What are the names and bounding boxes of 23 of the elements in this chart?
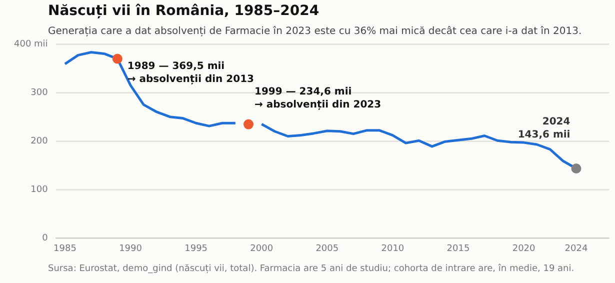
annotation: 2024 143,6 mii xyxy=(518,116,570,140)
x-tick-label: 2005 xyxy=(316,244,339,254)
annotation: 1989 — 369,5 mii → absolvenții din 2013 xyxy=(127,60,254,85)
y-tick-label: 300 xyxy=(30,88,48,98)
y-tick-label: 100 xyxy=(30,184,48,195)
y-tick-label: 200 xyxy=(30,136,48,146)
chart-subtitle: Generația care a dat absolvenți de Farmacie în 2023 este cu 36% mai mică decât cea care i-a dat în 2013. xyxy=(48,26,582,37)
x-tick-label: 1995 xyxy=(184,244,208,254)
y-tick-label: 400 mii xyxy=(14,39,48,50)
chart-title: Născuți vii în România, 1985–2024 xyxy=(48,3,320,19)
x-tick-label: 2024 xyxy=(564,244,588,254)
point xyxy=(112,54,122,64)
x-tick-label: 2015 xyxy=(446,244,470,254)
point xyxy=(244,119,254,130)
x-tick-label: 2000 xyxy=(250,244,274,254)
y-tick-label: 0 xyxy=(42,234,48,244)
annotation: 1999 — 234,6 mii → absolvenții din 2023 xyxy=(254,86,382,110)
x-tick-label: 2010 xyxy=(381,244,404,254)
point xyxy=(571,163,582,174)
x-tick-label: 2020 xyxy=(512,244,536,254)
text: Sursa: Eurostat, demo_gind (născuți vii, total). Farmacia are 5 ani de studiu; cohorta de intrare are, în medie, 19 ani. xyxy=(48,264,574,274)
x-tick-label: 1990 xyxy=(119,244,142,254)
x-tick-label: 1985 xyxy=(54,244,76,254)
